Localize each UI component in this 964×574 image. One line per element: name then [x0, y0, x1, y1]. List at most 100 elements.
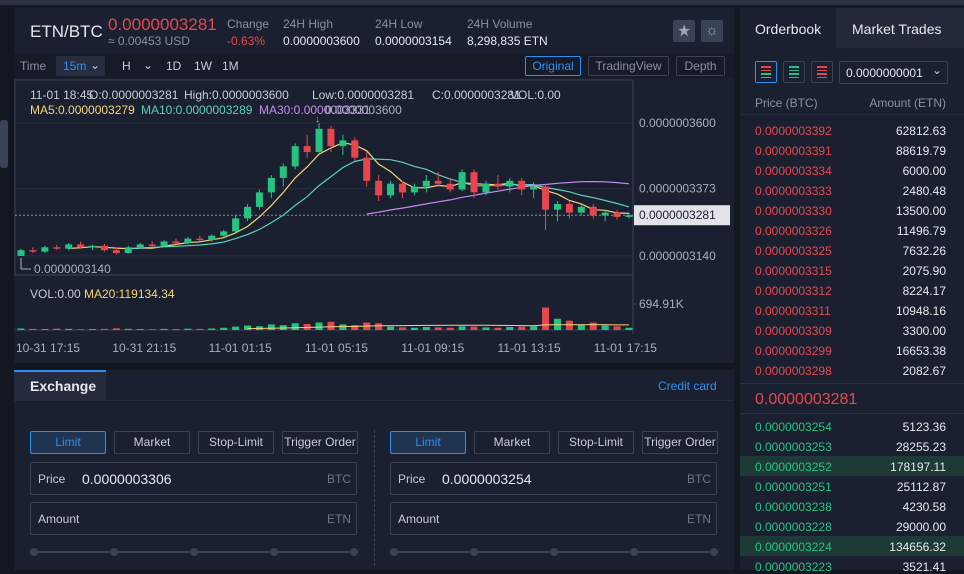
- depth-mode-button[interactable]: [811, 61, 833, 83]
- order-type-button[interactable]: Market: [114, 431, 190, 454]
- price-input[interactable]: 0.0000003254: [442, 471, 532, 487]
- bid-amount[interactable]: 25112.87: [896, 480, 946, 494]
- favorite-button[interactable]: [673, 20, 695, 42]
- ask-price[interactable]: 0.0000003391: [755, 144, 832, 158]
- amount-label: Amount: [398, 512, 440, 526]
- interval-value[interactable]: 15m: [63, 59, 87, 73]
- ask-price[interactable]: 0.0000003298: [755, 364, 832, 378]
- order-type-button[interactable]: Stop-Limit: [558, 431, 634, 454]
- bid-price[interactable]: 0.0000003223: [755, 560, 832, 574]
- slider-dot[interactable]: [470, 548, 478, 556]
- bid-price[interactable]: 0.0000003252: [755, 460, 832, 474]
- ask-amount[interactable]: 62812.63: [895, 124, 946, 138]
- order-type-button[interactable]: Trigger Order: [642, 431, 718, 454]
- slider-dot[interactable]: [630, 548, 638, 556]
- ask-price[interactable]: 0.0000003330: [755, 204, 832, 218]
- volume-bar: [89, 329, 97, 330]
- ask-amount[interactable]: 88619.79: [895, 144, 946, 158]
- slider-dot[interactable]: [710, 548, 718, 556]
- view-button[interactable]: TradingView: [588, 56, 669, 76]
- ask-amount[interactable]: 2075.90: [902, 264, 946, 278]
- bid-amount[interactable]: 134656.32: [889, 540, 946, 554]
- slider-dot[interactable]: [390, 548, 398, 556]
- precision-select[interactable]: [839, 61, 948, 84]
- price-label: Price: [38, 472, 66, 486]
- bid-amount[interactable]: 5123.36: [902, 420, 946, 434]
- bid-price[interactable]: 0.0000003251: [755, 480, 832, 494]
- period-button[interactable]: 1D: [166, 59, 182, 73]
- ask-price[interactable]: 0.0000003333: [755, 184, 832, 198]
- depth-mode-button[interactable]: [783, 61, 805, 83]
- order-type-button[interactable]: Limit: [390, 431, 466, 454]
- bid-amount[interactable]: 28255.23: [895, 440, 946, 454]
- ask-amount[interactable]: 2082.67: [902, 364, 946, 378]
- volume-bar: [613, 326, 621, 330]
- bid-amount[interactable]: 29000.00: [895, 520, 946, 534]
- ask-amount[interactable]: 16653.38: [895, 344, 946, 358]
- credit-card-link[interactable]: Credit card: [658, 379, 717, 393]
- bid-price[interactable]: 0.0000003228: [755, 520, 832, 534]
- ask-price[interactable]: 0.0000003299: [755, 344, 832, 358]
- orderbook-tab[interactable]: Orderbook: [755, 21, 822, 37]
- bid-amount[interactable]: 3521.41: [902, 560, 946, 574]
- volume-bar: [434, 327, 442, 330]
- orderbook-tab[interactable]: Market Trades: [852, 21, 942, 37]
- order-type-button[interactable]: Stop-Limit: [198, 431, 274, 454]
- ask-amount[interactable]: 3300.00: [902, 324, 946, 338]
- ask-price[interactable]: 0.0000003325: [755, 244, 832, 258]
- bid-amount[interactable]: 4230.58: [902, 500, 946, 514]
- candle-body: [172, 241, 180, 243]
- ask-amount[interactable]: 10948.16: [895, 304, 946, 318]
- theme-button[interactable]: [701, 20, 723, 42]
- hour-select[interactable]: H: [122, 59, 131, 73]
- depth-icon-line: [817, 69, 827, 71]
- ask-price[interactable]: 0.0000003312: [755, 284, 832, 298]
- ask-amount[interactable]: 11496.79: [896, 224, 946, 238]
- ask-amount[interactable]: 2480.48: [902, 184, 946, 198]
- slider-dot[interactable]: [270, 548, 278, 556]
- price-input[interactable]: 0.0000003306: [82, 471, 172, 487]
- volume-info: MA20:119134.34: [84, 287, 175, 301]
- price-field[interactable]: [30, 462, 357, 495]
- slider-dot[interactable]: [190, 548, 198, 556]
- slider-dot[interactable]: [550, 548, 558, 556]
- volume-bar: [291, 323, 299, 330]
- ask-price[interactable]: 0.0000003326: [755, 224, 832, 238]
- order-type-button[interactable]: Market: [474, 431, 550, 454]
- order-type-button[interactable]: Trigger Order: [282, 431, 358, 454]
- amount-field[interactable]: [30, 502, 357, 535]
- interval-select[interactable]: [56, 56, 105, 76]
- period-button[interactable]: 1W: [194, 59, 212, 73]
- depth-mode-button[interactable]: [755, 61, 777, 83]
- view-button[interactable]: Depth: [676, 56, 725, 76]
- bid-price[interactable]: 0.0000003238: [755, 500, 832, 514]
- ask-price[interactable]: 0.0000003392: [755, 124, 832, 138]
- period-button[interactable]: 1M: [222, 59, 239, 73]
- ask-amount[interactable]: 6000.00: [902, 164, 946, 178]
- ask-price[interactable]: 0.0000003309: [755, 324, 832, 338]
- precision-value[interactable]: 0.0000000001: [846, 66, 923, 80]
- slider-dot[interactable]: [110, 548, 118, 556]
- ask-price[interactable]: 0.0000003334: [755, 164, 832, 178]
- caret: ⌄: [143, 58, 154, 72]
- ask-price[interactable]: 0.0000003315: [755, 264, 832, 278]
- bid-price[interactable]: 0.0000003254: [755, 420, 832, 434]
- price-field[interactable]: [390, 462, 717, 495]
- amount-field[interactable]: [390, 502, 717, 535]
- volume-bar: [29, 328, 37, 330]
- ask-amount[interactable]: 8224.17: [902, 284, 946, 298]
- candle-body: [29, 250, 37, 252]
- bid-price[interactable]: 0.0000003224: [755, 540, 832, 554]
- slider-dot[interactable]: [350, 548, 358, 556]
- slider-dot[interactable]: [30, 548, 38, 556]
- ask-price[interactable]: 0.0000003311: [755, 304, 831, 318]
- order-type-button[interactable]: Limit: [30, 431, 106, 454]
- bid-amount[interactable]: 178197.11: [890, 460, 946, 474]
- exchange-tab-label[interactable]: Exchange: [30, 378, 97, 394]
- ask-amount[interactable]: 7632.26: [902, 244, 946, 258]
- volume-bar: [506, 327, 514, 330]
- view-button[interactable]: Original: [525, 56, 581, 76]
- candle-body: [625, 215, 633, 217]
- bid-price[interactable]: 0.0000003253: [755, 440, 832, 454]
- ask-amount[interactable]: 13500.00: [895, 204, 946, 218]
